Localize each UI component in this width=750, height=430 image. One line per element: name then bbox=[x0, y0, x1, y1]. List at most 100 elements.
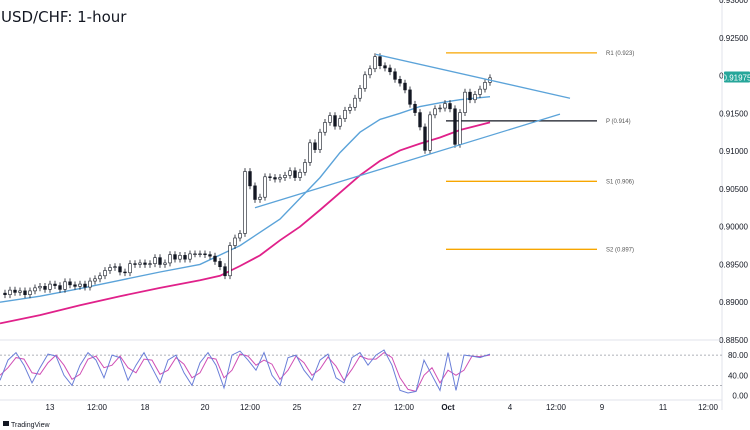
candle-body bbox=[28, 290, 32, 295]
candle-body bbox=[228, 245, 232, 277]
candle-body bbox=[243, 171, 247, 234]
candle-body bbox=[73, 284, 77, 287]
candle-body bbox=[23, 290, 27, 295]
candle-body bbox=[158, 257, 162, 265]
time-tick-label: 12:00 bbox=[394, 403, 415, 412]
candle-body bbox=[463, 91, 467, 113]
time-tick-label: 12:00 bbox=[240, 403, 261, 412]
candle-body bbox=[413, 103, 417, 113]
time-tick-label: 12:00 bbox=[698, 403, 719, 412]
candle-body bbox=[288, 170, 292, 176]
candle-body bbox=[33, 287, 37, 292]
candle-body bbox=[123, 271, 127, 274]
trendlines bbox=[254, 53, 571, 209]
candle-body bbox=[248, 171, 252, 187]
price-tick-label: 0.90500 bbox=[719, 185, 748, 194]
oscillator-tick-label: 0.00 bbox=[732, 391, 748, 400]
candle-body bbox=[408, 89, 412, 105]
candle-body bbox=[278, 177, 282, 180]
time-axis[interactable]: 13 12:00 18 20 12:00 25 27 12:00 Oct 4 12:00 9 11 12:… bbox=[46, 403, 719, 412]
candle-body bbox=[333, 115, 337, 127]
resistance-trendline bbox=[375, 53, 571, 99]
price-tick-label: 0.93000 bbox=[719, 0, 748, 5]
time-tick-label: 12:00 bbox=[87, 403, 108, 412]
candle-body bbox=[128, 263, 132, 274]
candle-body bbox=[378, 56, 382, 67]
pivot-level-label: R1 (0.923) bbox=[606, 51, 634, 57]
candle-body bbox=[98, 275, 102, 280]
candle-body bbox=[93, 278, 97, 282]
ma-slow-line bbox=[0, 121, 491, 325]
candle-body bbox=[318, 131, 322, 150]
candle-body bbox=[448, 103, 452, 110]
candle-body bbox=[293, 170, 297, 178]
candle-body bbox=[343, 110, 347, 119]
candle-body bbox=[223, 266, 227, 277]
time-tick-label: Oct bbox=[441, 403, 455, 412]
oscillator-tick-label: 40.00 bbox=[728, 371, 749, 380]
candle-body bbox=[348, 106, 352, 111]
candle-body bbox=[183, 255, 187, 260]
support-trendline bbox=[254, 113, 561, 209]
candle-body bbox=[88, 280, 92, 288]
candle-body bbox=[203, 253, 207, 255]
price-tick-label: 0.88500 bbox=[719, 336, 748, 345]
time-tick-label: 9 bbox=[600, 403, 605, 412]
candle-body bbox=[238, 233, 242, 239]
pivot-level-label: P (0.914) bbox=[606, 119, 631, 125]
time-tick-label: 27 bbox=[353, 403, 362, 412]
candle-body bbox=[118, 266, 122, 273]
candle-body bbox=[168, 254, 172, 264]
oscillator-tick-label: 80.00 bbox=[728, 351, 749, 360]
pivot-level-label: S2 (0.897) bbox=[606, 247, 634, 253]
time-tick-label: 18 bbox=[141, 403, 150, 412]
candle-body bbox=[208, 254, 212, 257]
price-tick-label: 0.90000 bbox=[719, 223, 748, 232]
candle-body bbox=[328, 115, 332, 123]
stoch-k-line bbox=[0, 349, 491, 394]
candle-body bbox=[388, 67, 392, 73]
candle-body bbox=[113, 266, 117, 268]
candle-body bbox=[428, 114, 432, 151]
candle-body bbox=[273, 177, 277, 180]
candle-body bbox=[468, 91, 472, 101]
pivot-levels: R2 (0.931)R1 (0.923)P (0.914)S1 (0.906)S… bbox=[446, 51, 634, 253]
candle-body bbox=[43, 286, 47, 290]
price-axis[interactable]: 0.930000.925000.920000.915000.910000.905… bbox=[719, 0, 749, 410]
tradingview-logo-icon bbox=[3, 421, 9, 426]
time-tick-label: 11 bbox=[659, 403, 668, 412]
price-tick-label: 0.91000 bbox=[719, 147, 748, 156]
candle-body bbox=[188, 253, 192, 260]
stochastic-oscillator-pane[interactable] bbox=[0, 349, 722, 394]
candle-body bbox=[383, 65, 387, 69]
candle-body bbox=[213, 255, 217, 262]
candle-body bbox=[368, 68, 372, 76]
candle-body bbox=[313, 142, 317, 150]
candle-body bbox=[53, 283, 57, 286]
candle-body bbox=[178, 255, 182, 260]
oscillator-axis: 80.00 40.00 0.00 bbox=[728, 351, 749, 400]
candle-body bbox=[153, 257, 157, 264]
candle-body bbox=[48, 283, 52, 290]
ma-fast-line bbox=[0, 96, 491, 303]
candle-body bbox=[173, 254, 177, 260]
candle-body bbox=[233, 237, 237, 246]
candle-body bbox=[68, 281, 72, 286]
brand-label: TradingView bbox=[11, 422, 50, 429]
candle-body bbox=[3, 292, 7, 295]
candle-body bbox=[193, 253, 197, 255]
time-tick-label: 4 bbox=[508, 403, 513, 412]
candle-body bbox=[253, 185, 257, 200]
tradingview-logo: TradingView bbox=[3, 421, 50, 429]
current-price-badge bbox=[724, 71, 750, 83]
candle-body bbox=[283, 174, 287, 178]
time-tick-label: 12:00 bbox=[546, 403, 567, 412]
candle-body bbox=[268, 176, 272, 178]
time-tick-label: 20 bbox=[201, 403, 210, 412]
candle-body bbox=[108, 267, 112, 271]
candle-body bbox=[303, 162, 307, 173]
candle-body bbox=[8, 289, 12, 295]
candle-body bbox=[148, 263, 152, 265]
main-price-pane[interactable]: R2 (0.931)R1 (0.923)P (0.914)S1 (0.906)S… bbox=[0, 0, 634, 325]
